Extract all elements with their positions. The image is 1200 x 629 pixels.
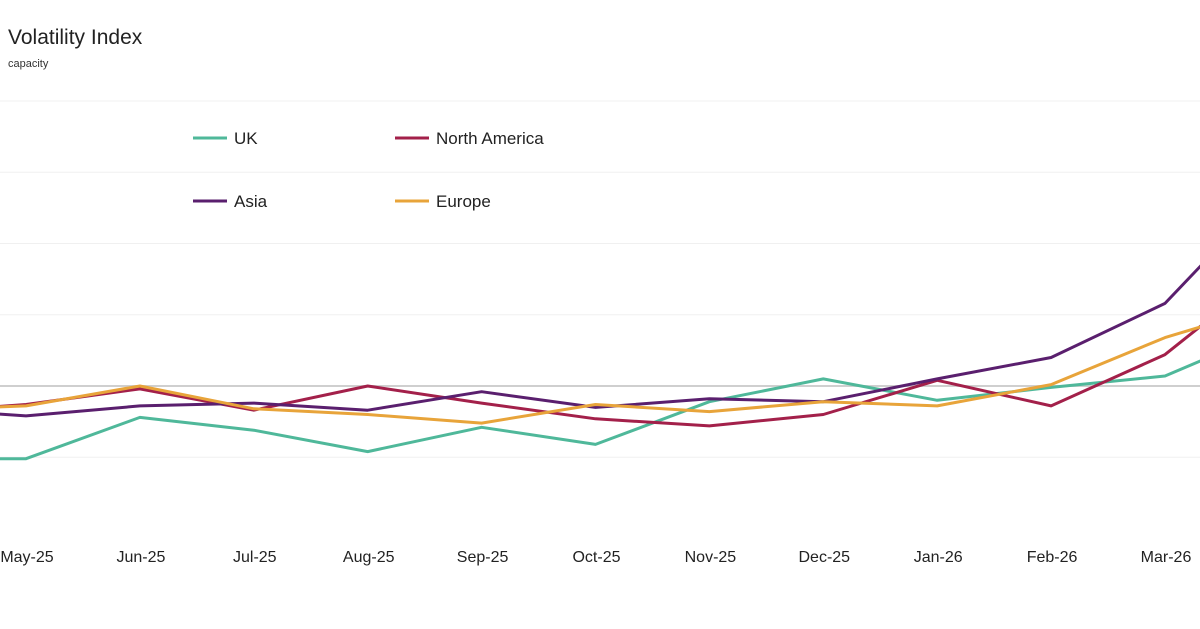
chart-subtitle: capacity: [8, 58, 49, 70]
x-tick-label: Sep-25: [457, 549, 509, 566]
x-tick-label: Mar-26: [1141, 549, 1192, 566]
legend-label-uk: UK: [234, 129, 258, 148]
legend-label-europe: Europe: [436, 192, 491, 211]
series-line-asia: [0, 264, 1200, 418]
series-line-north-america: [0, 324, 1200, 428]
x-axis-ticks: May-25 Jun-25 Jul-25 Aug-25 Sep-25 Oct-25 Nov-…: [0, 549, 1191, 566]
series-lines: [0, 264, 1200, 461]
x-tick-label: Jan-26: [914, 549, 963, 566]
series-line-uk: [0, 359, 1200, 461]
chart-title: Volatility Index: [8, 26, 143, 49]
series-line-europe: [0, 325, 1200, 425]
x-tick-label: Nov-25: [685, 549, 737, 566]
x-tick-label: Dec-25: [799, 549, 851, 566]
x-tick-label: Aug-25: [343, 549, 395, 566]
x-tick-label: May-25: [0, 549, 53, 566]
x-tick-label: Jul-25: [233, 549, 277, 566]
legend: UK North America Asia Europe: [193, 129, 544, 211]
legend-label-north-america: North America: [436, 129, 544, 148]
x-tick-label: Jun-25: [116, 549, 165, 566]
legend-label-asia: Asia: [234, 192, 268, 211]
x-tick-label: Feb-26: [1027, 549, 1078, 566]
x-tick-label: Oct-25: [572, 549, 620, 566]
grid-lines: [0, 100, 1200, 458]
